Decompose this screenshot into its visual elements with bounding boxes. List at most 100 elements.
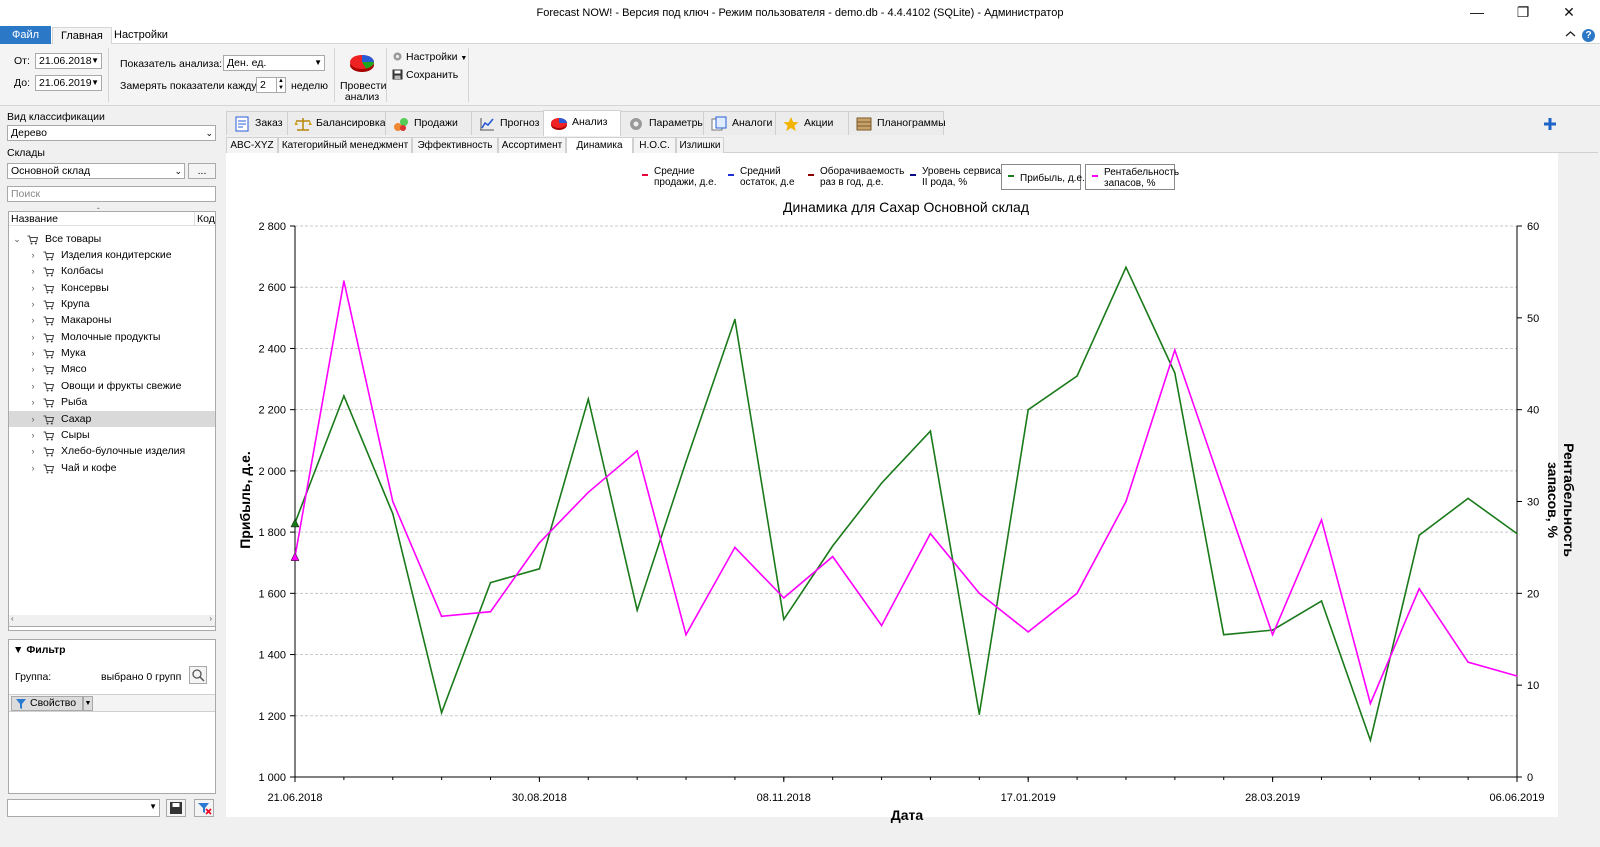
save-filter-button[interactable] [166,799,186,817]
tree-item[interactable]: › Хлебо-булочные изделия [9,443,215,459]
gear-icon [627,116,645,132]
tree-root-item[interactable]: ⌄ Все товары [9,231,215,247]
star-icon [782,116,800,132]
legend-label-line2: остаток, д.е [740,177,795,188]
tab-forecast[interactable]: Прогноз [471,111,544,135]
tree-item[interactable]: › Мука [9,345,215,361]
tree-item[interactable]: › Крупа [9,296,215,312]
chevron-right-icon[interactable]: › [31,266,35,277]
property-toolbar: Свойство ▼ [9,694,215,712]
property-button[interactable]: Свойство [11,696,83,711]
subtab-category-management[interactable]: Категорийный менеджмент [278,137,412,153]
chevron-right-icon[interactable]: › [31,446,35,457]
tab-planograms[interactable]: Планограммы [848,111,946,135]
tree-item[interactable]: › Макароны [9,312,215,328]
legend-service-level[interactable]: Уровень сервиса II рода, % [904,164,1001,190]
help-icon[interactable]: ? [1582,29,1595,42]
clear-filter-button[interactable] [194,799,214,817]
col-code-header[interactable]: Код [197,213,215,225]
tab-analysis[interactable]: Анализ [543,110,621,136]
chevron-right-icon[interactable]: › [31,299,35,310]
chevron-right-icon[interactable]: › [31,397,35,408]
sort-asc-icon: ˆ [97,207,100,216]
clear-filter-icon [198,803,212,815]
chevron-right-icon[interactable]: › [31,282,35,293]
legend-stock-profitability[interactable]: Рентабельность запасов, % [1085,164,1179,190]
close-button[interactable]: ✕ [1563,4,1575,20]
filter-funnel-icon [15,698,27,714]
chevron-right-icon[interactable]: › [31,315,35,326]
chevron-right-icon[interactable]: › [31,348,35,359]
tree-item[interactable]: › Изделия кондитерские [9,247,215,263]
tree-item[interactable]: › Сахар [9,410,215,427]
subtab-efficiency[interactable]: Эффективность [412,137,498,153]
tree-item[interactable]: › Мясо [9,361,215,377]
measure-stepper[interactable]: 2 ▲ ▼ [256,77,286,93]
subtab-abc-xyz[interactable]: ABC-XYZ [226,137,278,153]
add-tab-icon[interactable] [1543,117,1557,131]
collapse-ribbon-icon[interactable] [1564,29,1577,42]
shopping-cart-icon [43,315,55,326]
legend-avg-stock[interactable]: Средний остаток, д.е [722,164,798,190]
tree-item[interactable]: › Рыба [9,394,215,410]
tree-item[interactable]: › Овощи и фрукты свежие [9,378,215,394]
subtab-nos[interactable]: Н.О.С. [633,137,676,153]
subtab-dynamics[interactable]: Динамика [566,137,633,153]
warehouse-select[interactable]: Основной склад ⌄ [7,163,185,179]
to-date-field[interactable]: 21.06.2019 ▼ [35,75,102,91]
tree-item[interactable]: › Колбасы [9,263,215,279]
tab-balancing[interactable]: Балансировка [287,111,386,135]
tab-sales[interactable]: Продажи [385,111,472,135]
shopping-cart-icon [43,364,55,375]
chevron-right-icon[interactable]: › [31,250,35,260]
save-button[interactable]: Сохранить [392,69,458,81]
group-search-button[interactable] [189,666,207,684]
tree-item[interactable]: › Молочные продукты [9,329,215,345]
bottom-select[interactable]: ▼ [7,799,160,817]
col-name-header[interactable]: Название [11,213,58,225]
ribbon-tab-home[interactable]: Главная [52,27,112,44]
maximize-button[interactable]: ❐ [1516,4,1530,20]
chevron-right-icon[interactable]: › [31,413,35,424]
chevron-left-icon[interactable]: ‹ [11,614,14,623]
shopping-cart-icon [43,381,55,392]
spin-arrows-icon[interactable]: ▲ ▼ [276,78,285,92]
indicator-select[interactable]: Ден. ед. ▼ [223,55,325,71]
classification-select[interactable]: Дерево ⌄ [7,125,216,141]
tab-parameters[interactable]: Параметры [620,111,705,135]
subtab-surplus[interactable]: Излишки [676,137,724,153]
ribbon-tab-file[interactable]: Файл [0,26,51,44]
tab-analogs[interactable]: Аналоги [703,111,776,135]
minimize-button[interactable]: — [1470,4,1484,20]
warehouse-more-button[interactable]: ... [188,163,216,179]
run-analysis-button[interactable]: Провести анализ [340,48,386,104]
tree-header: Название ˆ Код [9,207,215,226]
tree-h-scrollbar[interactable]: ‹ › [8,614,216,627]
tree-item[interactable]: › Сыры [9,427,215,443]
analogs-icon [710,116,728,132]
chevron-down-icon[interactable]: ⌄ [13,234,21,244]
subtab-assortment[interactable]: Ассортимент [498,137,566,153]
balance-scale-icon [294,116,312,132]
chevron-right-icon[interactable]: › [31,364,35,375]
chevron-right-icon[interactable]: › [31,331,35,342]
chevron-right-icon[interactable]: › [31,429,35,440]
tree-item[interactable]: › Консервы [9,280,215,296]
chevron-right-icon[interactable]: › [31,380,35,391]
group-label: Группа: [15,671,52,683]
settings-dropdown-button[interactable]: Настройки ▼ [392,51,467,63]
from-date-field[interactable]: 21.06.2018 ▼ [35,53,102,69]
legend-avg-sales[interactable]: Средние продажи, д.е. [636,164,718,190]
legend-profit[interactable]: Прибыль, д.е. [1001,164,1085,190]
tab-order[interactable]: Заказ [226,111,288,135]
chevron-right-icon[interactable]: › [209,614,212,623]
tree-search-input[interactable]: Поиск [7,186,216,202]
legend-turnover[interactable]: Оборачиваемость раз в год, д.е. [802,164,904,190]
property-dropdown-button[interactable]: ▼ [83,696,93,711]
ribbon-tab-settings[interactable]: Настройки [114,29,168,41]
tree-item[interactable]: › Чай и кофе [9,460,215,476]
chevron-right-icon[interactable]: › [31,462,35,473]
main-tabs: Заказ Балансировка Продажи Прогноз Анализ Пар… [222,110,1600,136]
tab-promotions[interactable]: Акции [775,111,849,135]
legend-label-line1: Средние [654,166,695,177]
